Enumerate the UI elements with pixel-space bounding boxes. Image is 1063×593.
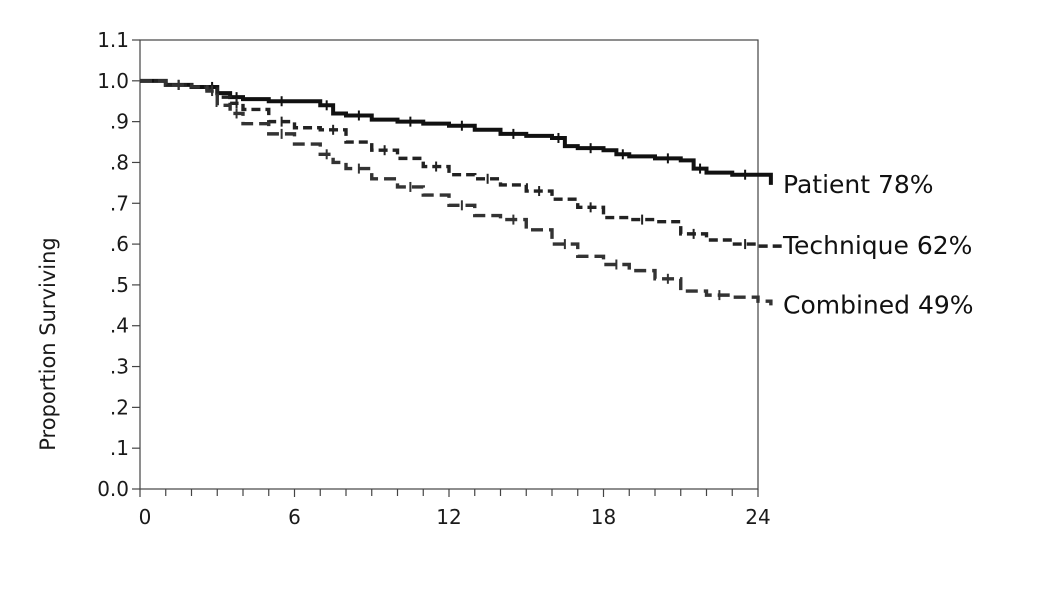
series-label-combined: Combined 49% [783, 290, 974, 319]
plot-area [139, 39, 759, 490]
y-tick-label: .9 [110, 110, 129, 134]
y-tick-label: .5 [110, 273, 129, 297]
y-tick-label: .8 [110, 150, 129, 174]
x-tick-label: 18 [591, 505, 616, 529]
y-tick-label: .1 [110, 436, 129, 460]
y-tick-label: 1.1 [97, 28, 129, 52]
x-tick-label: 24 [745, 505, 770, 529]
series-labels: Patient 78% Technique 62% Combined 49% [782, 170, 974, 319]
y-tick-label: .4 [110, 314, 129, 338]
series-label-technique: Technique 62% [782, 231, 972, 260]
series-label-patient: Patient 78% [783, 170, 934, 199]
x-axis: 0 6 12 18 24 [139, 489, 771, 529]
plot-border [139, 39, 759, 490]
y-tick-label: 1.0 [97, 69, 129, 93]
x-tick-label: 6 [288, 505, 301, 529]
y-tick-label: .2 [110, 395, 129, 419]
y-tick-label: .7 [110, 191, 129, 215]
series-line-patient [140, 78, 773, 185]
y-tick-label: .6 [110, 232, 129, 256]
series-layer [140, 78, 784, 306]
y-axis-title: Proportion Surviving [36, 237, 60, 450]
y-tick-label: 0.0 [97, 477, 129, 501]
series-line-combined [140, 79, 773, 306]
y-tick-label: .3 [110, 355, 129, 379]
y-axis: 0.0 .1 .2 .3 .4 .5 .6 .7 .8 .9 1.0 1.1 [97, 28, 140, 501]
x-tick-label: 0 [139, 505, 152, 529]
x-tick-label: 12 [436, 505, 461, 529]
